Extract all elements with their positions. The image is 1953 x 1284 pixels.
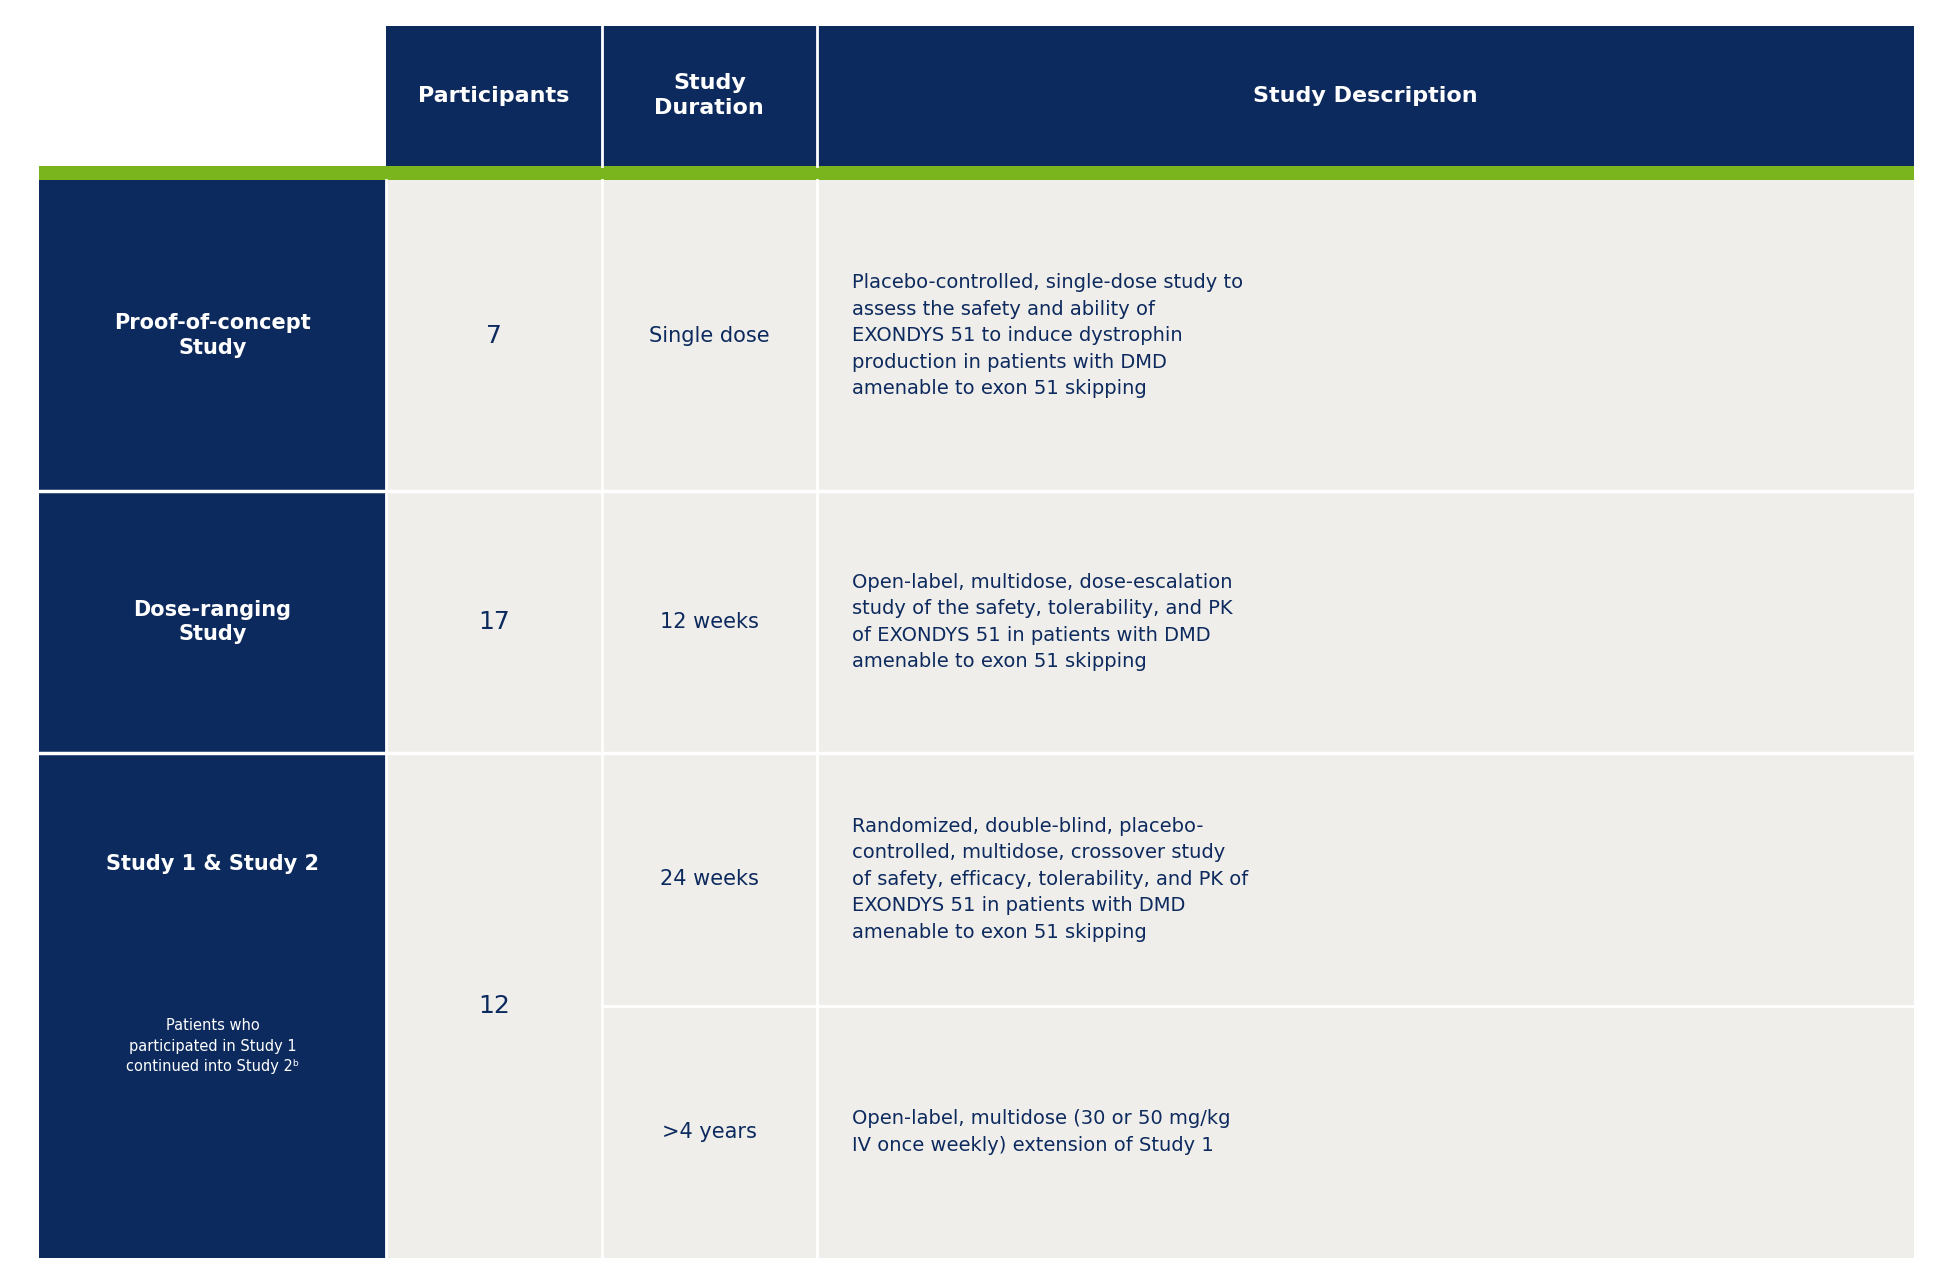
Text: 12: 12	[478, 994, 510, 1018]
Bar	[387, 490, 602, 752]
Bar	[816, 26, 1914, 166]
Bar	[39, 180, 387, 490]
Text: Participants: Participants	[418, 86, 570, 105]
Bar	[602, 180, 816, 490]
Text: 12 weeks: 12 weeks	[660, 612, 760, 632]
Text: Placebo-controlled, single-dose study to
assess the safety and ability of
EXONDY: Placebo-controlled, single-dose study to…	[852, 273, 1244, 398]
Bar	[39, 752, 387, 1258]
Bar	[816, 490, 1914, 752]
Text: >4 years: >4 years	[662, 1122, 756, 1141]
Bar	[39, 166, 1914, 180]
Text: Randomized, double-blind, placebo-
controlled, multidose, crossover study
of saf: Randomized, double-blind, placebo- contr…	[852, 817, 1248, 941]
Bar	[39, 490, 387, 752]
Bar	[387, 752, 602, 1258]
Bar	[387, 26, 602, 166]
Bar	[602, 752, 816, 1005]
Bar	[816, 752, 1914, 1005]
Text: 17: 17	[478, 610, 510, 634]
Text: Dose-ranging
Study: Dose-ranging Study	[133, 600, 291, 645]
Bar	[602, 1005, 816, 1258]
Text: Open-label, multidose (30 or 50 mg/kg
IV once weekly) extension of Study 1: Open-label, multidose (30 or 50 mg/kg IV…	[852, 1109, 1230, 1154]
Bar	[602, 490, 816, 752]
Text: 24 weeks: 24 weeks	[660, 869, 760, 890]
Text: Proof-of-concept
Study: Proof-of-concept Study	[113, 313, 311, 358]
Text: Patients who
participated in Study 1
continued into Study 2ᵇ: Patients who participated in Study 1 con…	[125, 1018, 299, 1073]
Bar	[816, 180, 1914, 490]
Bar	[39, 26, 387, 166]
Text: 7: 7	[486, 324, 502, 348]
Bar	[816, 1005, 1914, 1258]
Bar	[602, 26, 816, 166]
Text: Study Description: Study Description	[1254, 86, 1478, 105]
Text: Study 1 & Study 2: Study 1 & Study 2	[105, 854, 318, 874]
Bar	[387, 180, 602, 490]
Text: Open-label, multidose, dose-escalation
study of the safety, tolerability, and PK: Open-label, multidose, dose-escalation s…	[852, 573, 1232, 672]
Text: Study
Duration: Study Duration	[654, 73, 764, 118]
Text: Single dose: Single dose	[648, 326, 769, 345]
